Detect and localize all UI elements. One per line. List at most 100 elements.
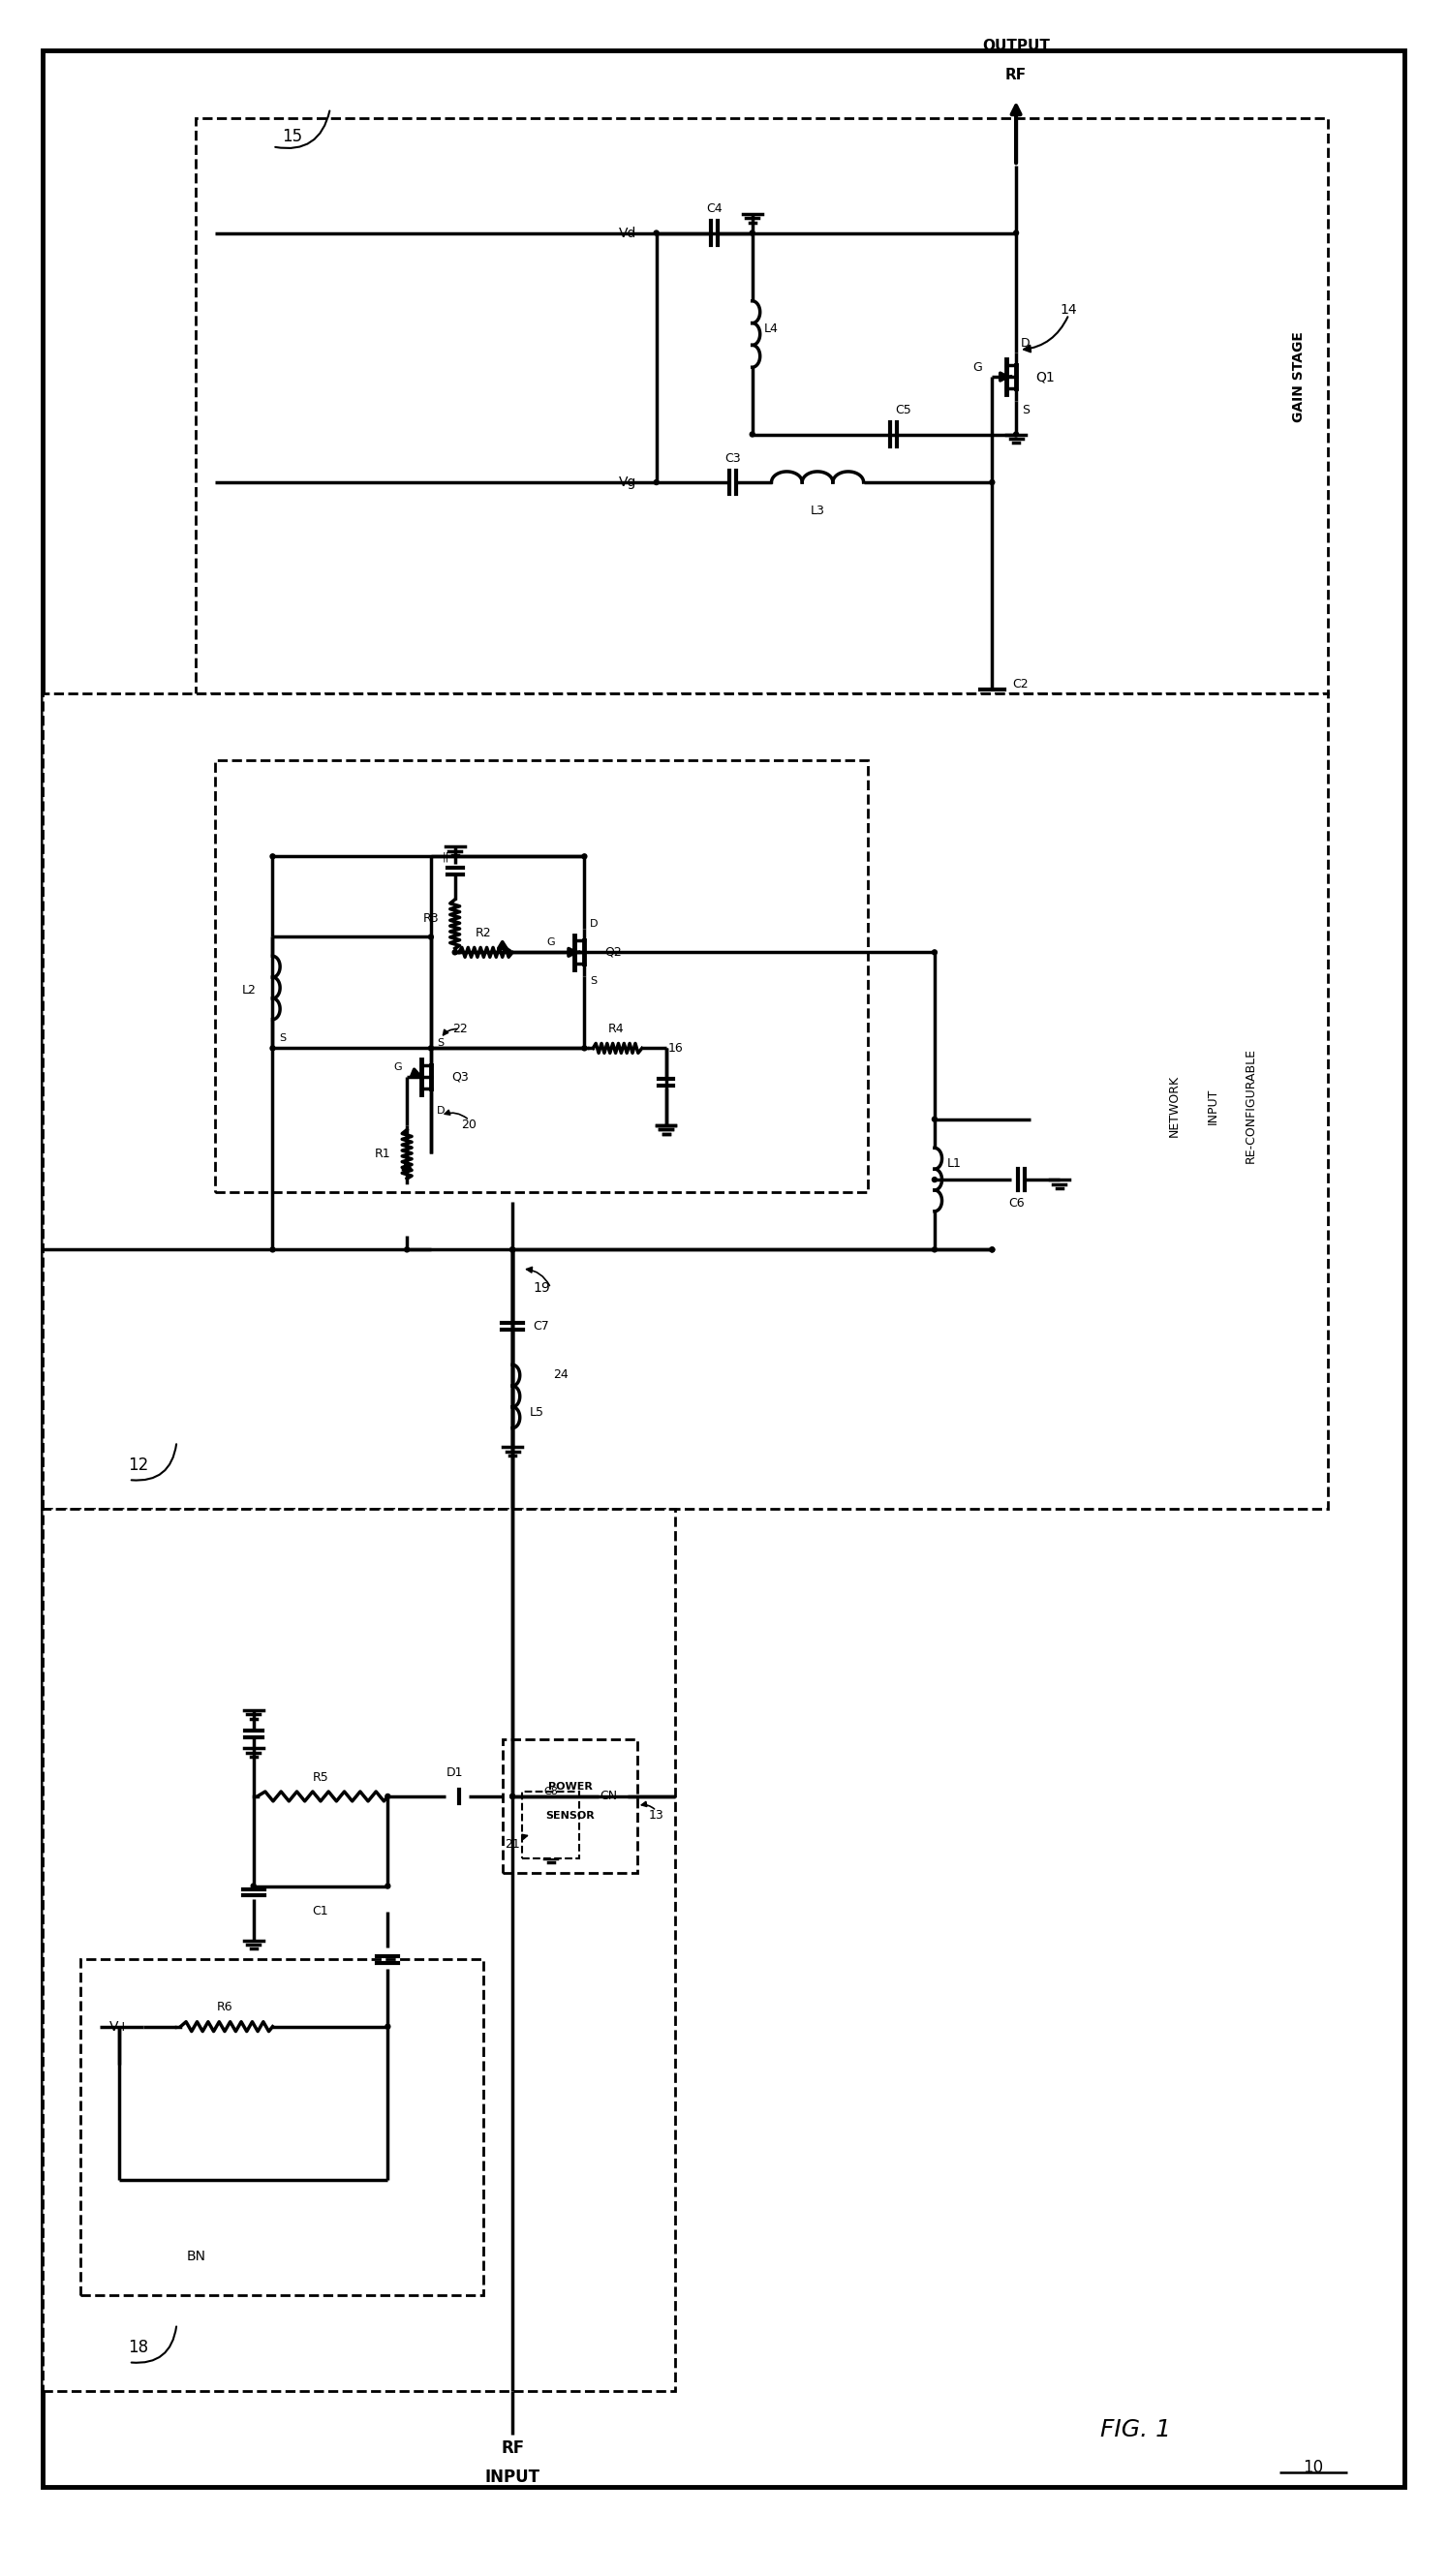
Text: L3: L3: [810, 505, 825, 518]
Text: S: S: [279, 1033, 285, 1043]
Text: L4: L4: [764, 322, 778, 335]
Text: C6: C6: [1009, 1198, 1024, 1211]
Circle shape: [509, 1793, 515, 1798]
Text: R1: R1: [375, 1146, 391, 1159]
FancyBboxPatch shape: [42, 693, 1328, 1510]
Circle shape: [385, 2025, 391, 2030]
Text: C2: C2: [1013, 677, 1029, 690]
Text: Q1: Q1: [1035, 371, 1055, 384]
Circle shape: [1014, 433, 1019, 438]
FancyBboxPatch shape: [504, 1739, 637, 1873]
Text: R3: R3: [423, 912, 438, 925]
Text: 10: 10: [1304, 2460, 1324, 2476]
Text: 13: 13: [648, 1808, 664, 1821]
Text: ··: ··: [658, 1077, 673, 1095]
FancyBboxPatch shape: [216, 760, 867, 1193]
Text: 21: 21: [505, 1839, 519, 1850]
Text: C1: C1: [313, 1906, 328, 1917]
Text: Q2: Q2: [605, 945, 622, 958]
Text: C5: C5: [896, 404, 912, 417]
Text: 18: 18: [129, 2339, 149, 2357]
Text: L1: L1: [946, 1157, 961, 1170]
Circle shape: [428, 1046, 433, 1051]
Text: G: G: [547, 938, 556, 948]
Text: L2: L2: [242, 984, 256, 997]
Text: FIG. 1: FIG. 1: [1101, 2419, 1171, 2442]
Circle shape: [932, 951, 938, 956]
Text: 14: 14: [1061, 304, 1078, 317]
Text: R4: R4: [608, 1023, 624, 1036]
Text: INPUT: INPUT: [1207, 1087, 1218, 1123]
Circle shape: [582, 855, 587, 858]
Text: Q3: Q3: [451, 1072, 469, 1084]
FancyBboxPatch shape: [42, 52, 1405, 2486]
Text: RF: RF: [501, 2439, 524, 2458]
Text: S: S: [437, 1038, 444, 1048]
Text: POWER: POWER: [548, 1783, 592, 1793]
Text: 12: 12: [127, 1458, 149, 1473]
Text: G: G: [394, 1061, 401, 1072]
FancyBboxPatch shape: [195, 118, 1328, 693]
Polygon shape: [446, 1790, 459, 1803]
Circle shape: [654, 479, 658, 484]
Text: D: D: [590, 920, 598, 927]
Text: S: S: [1022, 404, 1030, 417]
Circle shape: [271, 1046, 275, 1051]
Circle shape: [990, 1247, 994, 1252]
Circle shape: [990, 479, 994, 484]
Text: GAIN STAGE: GAIN STAGE: [1292, 332, 1305, 422]
Text: D: D: [1022, 337, 1030, 350]
Text: R5: R5: [313, 1770, 328, 1783]
Text: INPUT: INPUT: [485, 2468, 540, 2486]
Text: NETWORK: NETWORK: [1168, 1074, 1181, 1136]
FancyBboxPatch shape: [522, 1790, 580, 1860]
Text: Vd: Vd: [619, 227, 637, 240]
Text: RF: RF: [1006, 67, 1027, 82]
Text: C7: C7: [532, 1319, 550, 1332]
Circle shape: [750, 433, 755, 438]
Text: C8: C8: [544, 1788, 559, 1795]
Circle shape: [932, 1247, 938, 1252]
Text: L5: L5: [530, 1406, 544, 1419]
Circle shape: [932, 1118, 938, 1121]
Circle shape: [509, 1793, 515, 1798]
Text: BN: BN: [187, 2249, 205, 2264]
Circle shape: [405, 1247, 410, 1252]
Circle shape: [509, 1247, 515, 1252]
Circle shape: [271, 1247, 275, 1252]
Text: 19: 19: [532, 1280, 550, 1296]
Text: 15: 15: [282, 129, 302, 147]
Text: RE-CONFIGURABLE: RE-CONFIGURABLE: [1244, 1048, 1257, 1164]
Circle shape: [271, 855, 275, 858]
Circle shape: [750, 229, 755, 234]
FancyBboxPatch shape: [81, 1960, 483, 2295]
Text: C4: C4: [706, 204, 722, 216]
Circle shape: [990, 1247, 994, 1252]
Circle shape: [453, 951, 457, 956]
Circle shape: [385, 1883, 391, 1888]
Text: ||: ||: [441, 850, 449, 860]
Circle shape: [932, 1177, 938, 1182]
Text: D1: D1: [447, 1767, 463, 1777]
Circle shape: [385, 1793, 391, 1798]
Text: 22: 22: [451, 1023, 467, 1036]
Text: S: S: [590, 976, 598, 987]
Text: C3: C3: [725, 451, 741, 464]
Circle shape: [509, 1247, 515, 1252]
Text: 24: 24: [553, 1368, 569, 1381]
Text: G: G: [972, 361, 983, 374]
Text: V+: V+: [109, 2020, 129, 2032]
Circle shape: [582, 1046, 587, 1051]
Circle shape: [1014, 229, 1019, 234]
Text: R6: R6: [217, 2002, 233, 2014]
Circle shape: [250, 1883, 256, 1888]
Text: 16: 16: [669, 1041, 683, 1054]
Text: D: D: [437, 1105, 444, 1115]
Circle shape: [428, 935, 433, 940]
Text: OUTPUT: OUTPUT: [983, 39, 1051, 54]
Text: R2: R2: [476, 927, 492, 940]
Text: Vg: Vg: [619, 477, 637, 489]
Circle shape: [654, 229, 658, 234]
FancyBboxPatch shape: [42, 1510, 676, 2391]
Text: 20: 20: [462, 1118, 478, 1131]
